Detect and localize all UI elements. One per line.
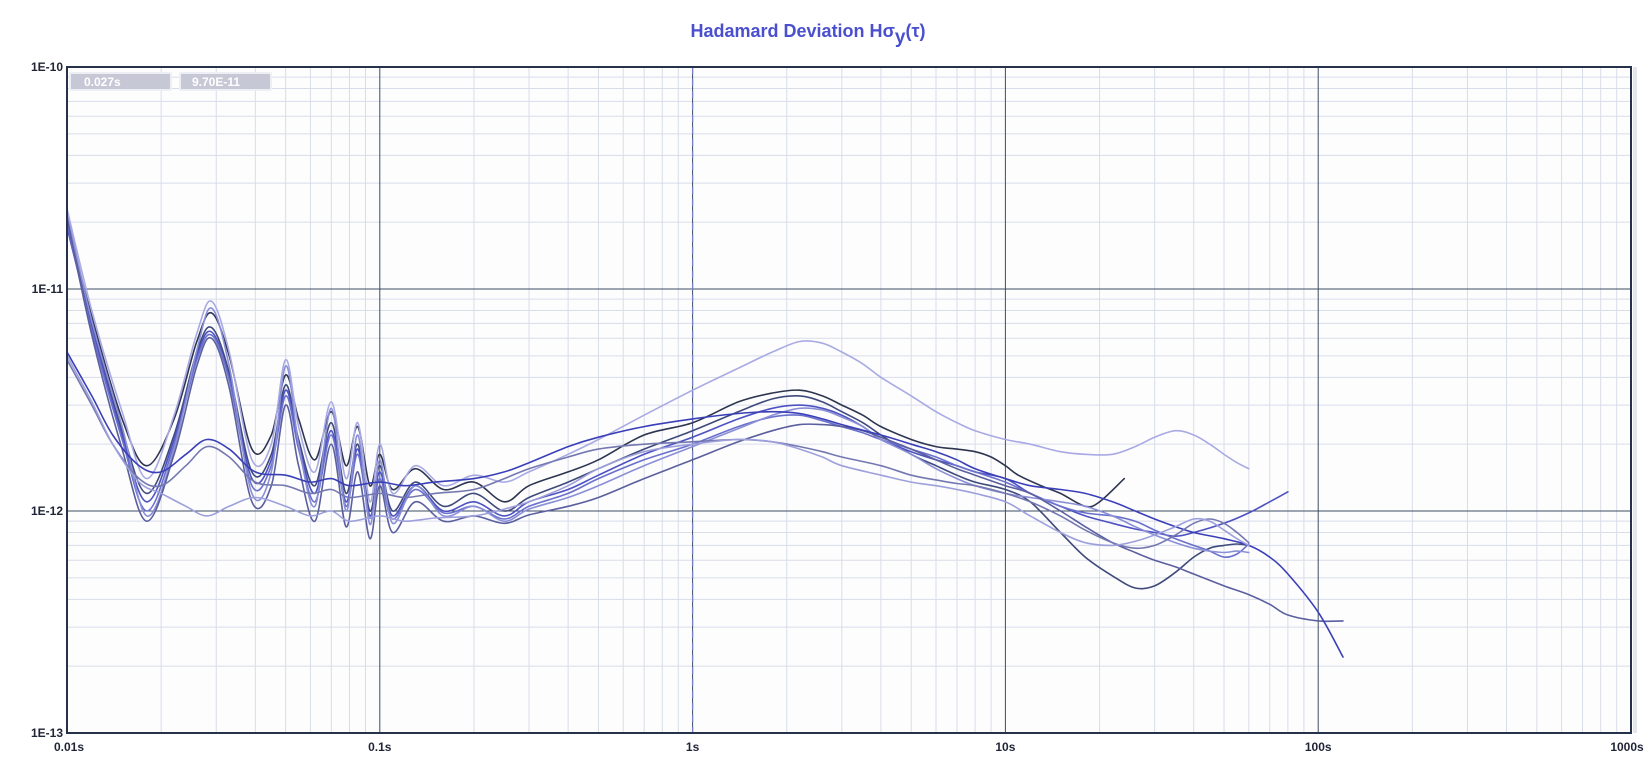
y-tick-label: 1E-12 xyxy=(31,504,63,518)
plot-area xyxy=(67,67,1631,733)
x-tick-label: 0.1s xyxy=(368,740,392,754)
grid xyxy=(66,66,1632,734)
series-line-9 xyxy=(66,359,1250,550)
chart-title-sigma: σ xyxy=(883,21,895,41)
chart-title: Hadamard Deviation Hσy(τ) xyxy=(691,21,926,48)
x-tick-label: 1s xyxy=(686,740,700,754)
series-line-2 xyxy=(66,216,1250,590)
readout-value-box xyxy=(179,72,272,91)
x-tick-label: 0.01s xyxy=(54,740,84,754)
chart-title-main: Hadamard Deviation H xyxy=(691,21,883,41)
series-line-5 xyxy=(66,212,1250,554)
x-tick-label: 10s xyxy=(995,740,1015,754)
series-line-3 xyxy=(66,226,1289,537)
readout-value: 9.70E-11 xyxy=(192,75,240,89)
chart-title-subscript: y xyxy=(895,27,906,48)
series-line-6 xyxy=(66,207,1250,503)
chart-title-argument: (τ) xyxy=(905,21,925,41)
x-tick-label: 1000s xyxy=(1610,740,1644,754)
y-tick-label: 1E-10 xyxy=(31,60,63,74)
x-tick-label: 100s xyxy=(1305,740,1332,754)
series-lines xyxy=(66,207,1344,658)
readout-tau-box xyxy=(69,72,172,91)
series-line-8 xyxy=(66,351,1344,658)
cursor-readout: 0.027s 9.70E-11 xyxy=(69,72,272,91)
y-tick-label: 1E-11 xyxy=(32,282,64,296)
plot-border xyxy=(66,66,1632,734)
series-line-10 xyxy=(66,355,1250,547)
y-tick-labels: 1E-13 1E-12 1E-11 1E-10 xyxy=(31,60,63,740)
x-tick-labels: 0.01s 0.1s 1s 10s 100s 1000s xyxy=(54,740,1644,754)
readout-tau: 0.027s xyxy=(84,75,121,89)
y-tick-label: 1E-13 xyxy=(31,726,63,740)
plot-background xyxy=(67,67,1631,733)
plot-frame xyxy=(66,66,1637,734)
